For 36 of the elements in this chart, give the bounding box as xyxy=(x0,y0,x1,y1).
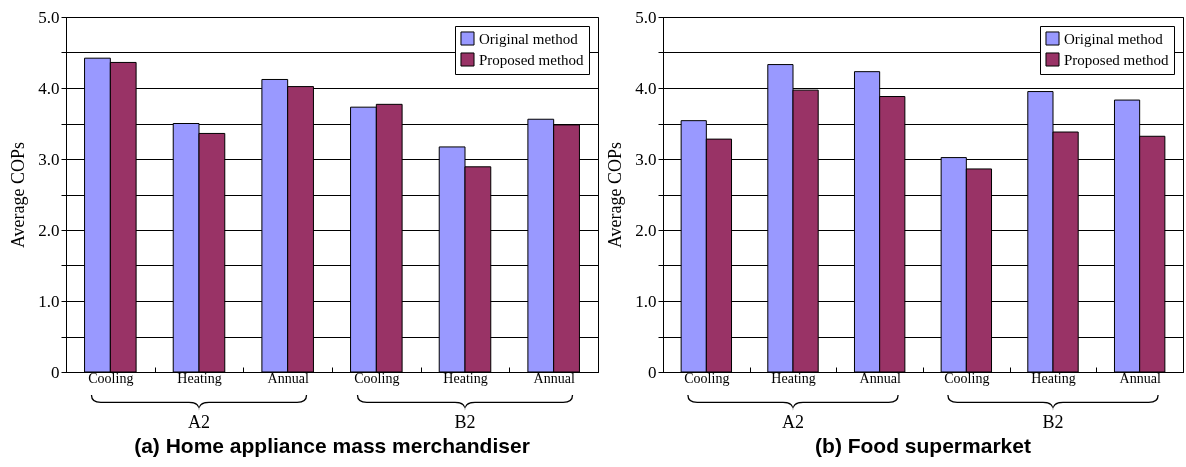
y-tick-label: 1.0 xyxy=(38,291,60,311)
x-tick-label: Heating xyxy=(177,370,222,386)
text: B2 xyxy=(454,412,476,432)
x-tick-label: Heating xyxy=(443,370,488,386)
y-tick-label: 0 xyxy=(51,362,60,382)
x-tick-label: Cooling xyxy=(88,370,134,386)
y-tick-label: 3.0 xyxy=(635,149,657,169)
x-tick-label: Cooling xyxy=(354,370,400,386)
x-tick-label: Heating xyxy=(771,370,816,386)
y-tick-label: 1.0 xyxy=(635,291,657,311)
x-tick-label: Cooling xyxy=(684,370,730,386)
legend-label: Proposed method xyxy=(1064,51,1170,68)
text: A2 xyxy=(188,412,210,432)
y-tick-label: 5.0 xyxy=(635,7,657,27)
y-axis-title: Average COPs xyxy=(605,141,626,249)
y-axis-title: Average COPs xyxy=(8,141,29,249)
x-tick-label: Heating xyxy=(1031,370,1076,386)
x-tick-label: Annual xyxy=(1119,370,1161,386)
text: (a) Home appliance mass merchandiser xyxy=(133,434,531,458)
legend-label: Original method xyxy=(1064,30,1164,47)
text: (b) Food supermarket xyxy=(814,434,1032,458)
y-tick-label: 3.0 xyxy=(38,149,60,169)
y-tick-label: 4.0 xyxy=(635,78,657,98)
text: A2 xyxy=(782,412,804,432)
x-tick-label: Annual xyxy=(859,370,901,386)
x-tick-label: Annual xyxy=(533,370,575,386)
text: B2 xyxy=(1042,412,1064,432)
y-tick-label: 5.0 xyxy=(38,7,60,27)
y-tick-label: 0 xyxy=(648,362,657,382)
y-tick-label: 2.0 xyxy=(38,220,60,240)
y-tick-label: 2.0 xyxy=(635,220,657,240)
legend-label: Original method xyxy=(479,30,579,47)
legend-label: Proposed method xyxy=(479,51,585,68)
x-tick-label: Cooling xyxy=(944,370,990,386)
y-tick-label: 4.0 xyxy=(38,78,60,98)
x-tick-label: Annual xyxy=(267,370,309,386)
